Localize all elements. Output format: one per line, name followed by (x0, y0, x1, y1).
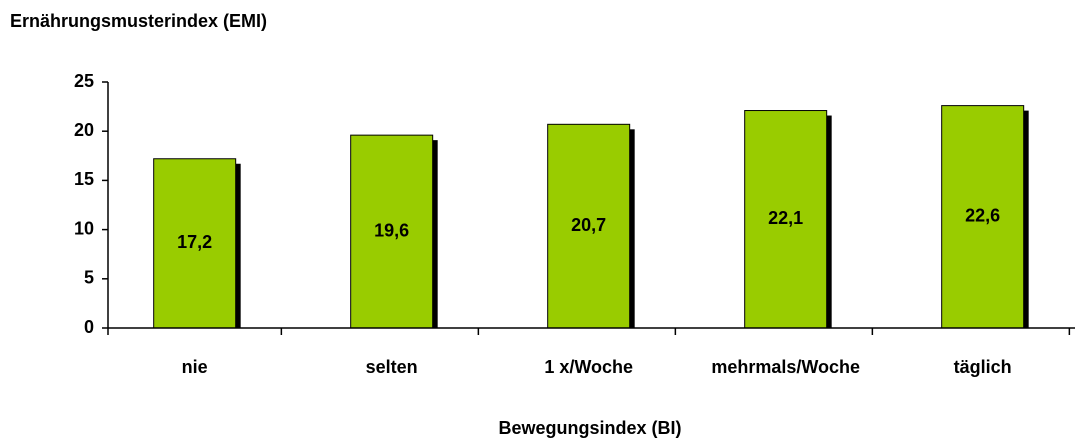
x-tick-label: 1 x/Woche (544, 357, 633, 377)
value-label: 20,7 (571, 215, 606, 235)
value-label: 19,6 (374, 220, 409, 240)
x-tick-label: selten (366, 357, 418, 377)
value-label: 22,1 (768, 208, 803, 228)
bar (744, 110, 828, 329)
value-label: 22,6 (965, 206, 1000, 226)
x-axis-label: Bewegungsindex (BI) (498, 418, 681, 438)
y-tick-label: 5 (84, 268, 94, 288)
bar (153, 158, 237, 329)
y-tick-label: 25 (74, 71, 94, 91)
y-tick-label: 0 (84, 317, 94, 337)
chart-title: Ernährungsmusterindex (EMI) (10, 11, 267, 31)
value-label: 17,2 (177, 232, 212, 252)
bar (350, 134, 434, 329)
x-tick-label: täglich (954, 357, 1012, 377)
x-tick-label: nie (182, 357, 208, 377)
y-tick-label: 20 (74, 120, 94, 140)
x-tick-label: mehrmals/Woche (711, 357, 860, 377)
bar (941, 105, 1025, 329)
y-tick-label: 10 (74, 218, 94, 238)
y-tick-label: 15 (74, 169, 94, 189)
